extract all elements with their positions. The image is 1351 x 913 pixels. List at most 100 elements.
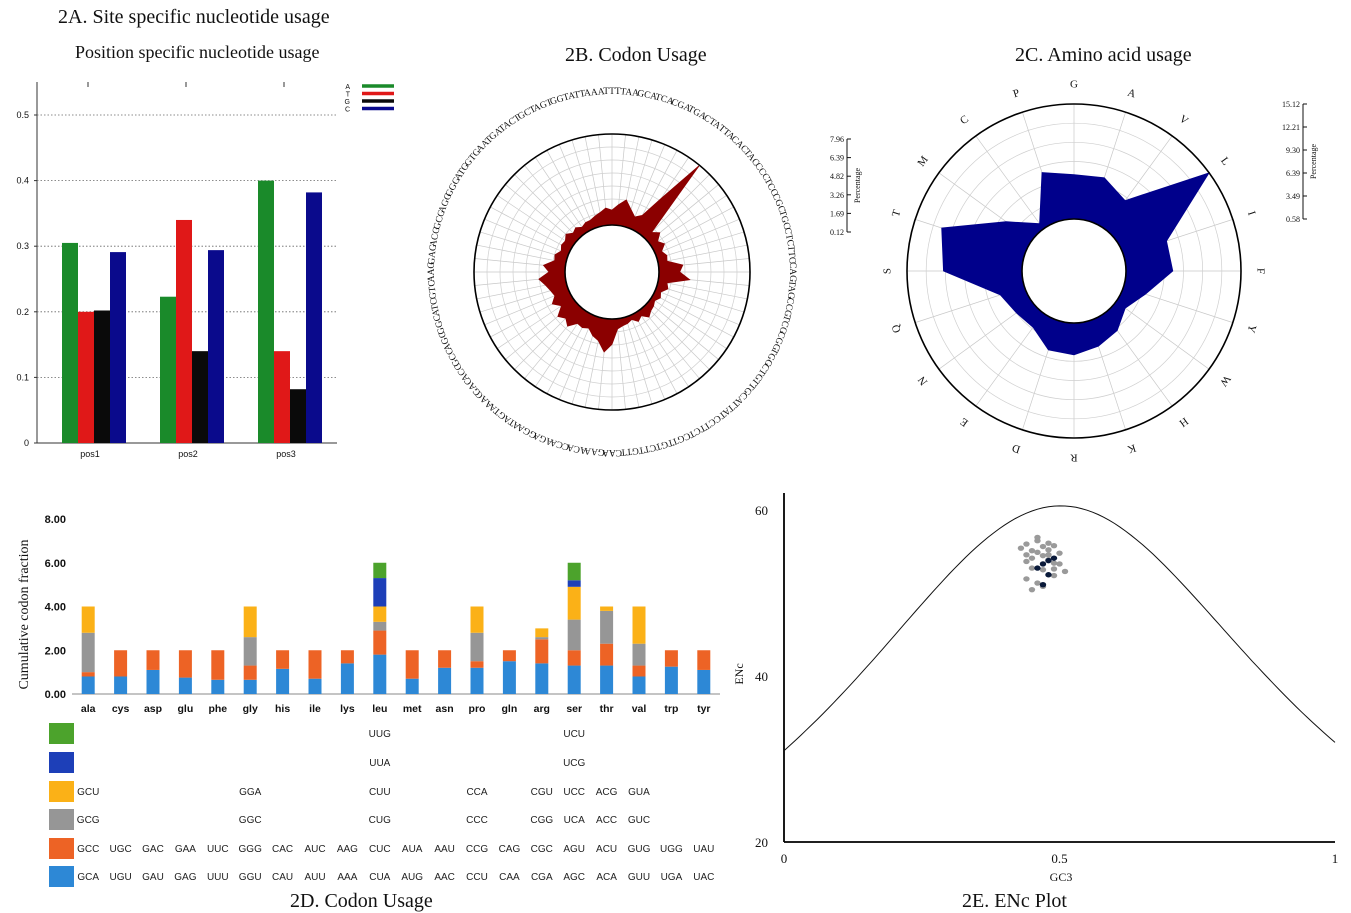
codon-label-2d: UGA <box>661 872 683 883</box>
xtick-label-2d: ser <box>566 703 582 715</box>
bar-segment-2d <box>373 621 387 631</box>
codon-label-2d: CCA <box>466 787 487 798</box>
radar-2c-axis-label: K <box>1126 441 1137 455</box>
radar-2b-spoke <box>656 285 745 313</box>
bar-segment-2d <box>308 678 322 694</box>
scatter-point-gray <box>1028 555 1036 561</box>
scatter-point-gray <box>1056 550 1063 556</box>
scatter-point-gray <box>1017 545 1025 551</box>
bar-segment-2d <box>632 643 646 666</box>
bar-segment-2d <box>114 650 128 677</box>
radar-2c-axis-label: Y <box>1244 323 1258 334</box>
ytick-label-2d: 2.00 <box>45 645 66 657</box>
radar-2c-axis-label: Q <box>890 323 904 334</box>
2c-scale-title: Percentage <box>1309 144 1318 180</box>
bar-segment-2d <box>502 661 516 694</box>
codon-label-2d: UCC <box>563 787 585 798</box>
bar-segment-2d <box>81 672 95 677</box>
radar-2b-spoke <box>650 297 727 349</box>
xtick-label-2d: ala <box>81 703 96 715</box>
radar-2c-axis-label: L <box>1218 155 1232 168</box>
bar-segment-2d <box>373 654 387 694</box>
bar-segment-2d <box>243 606 257 638</box>
bar-segment-2d <box>211 650 225 680</box>
codon-legend-swatch <box>49 781 74 802</box>
codon-label-2d: CUA <box>369 872 390 883</box>
radar-2b-axis-label: TAA <box>620 87 640 99</box>
legend-label-2a: T <box>346 92 351 99</box>
radar-2b-spoke <box>641 308 700 379</box>
bar-segment-2d <box>470 606 484 633</box>
bar-segment-2d <box>373 630 387 655</box>
xtick-label-2d: val <box>632 703 647 715</box>
bar-2a <box>160 296 176 443</box>
codon-label-2d: ACC <box>596 815 617 826</box>
bar-segment-2d <box>632 606 646 644</box>
radar-2b-spoke <box>629 315 666 400</box>
codon-legend-swatch <box>49 838 74 859</box>
radar-2b-spoke <box>524 165 583 236</box>
xtick-label-2d: trp <box>664 703 678 715</box>
bar-segment-2d <box>470 667 484 694</box>
bar-segment-2d <box>535 637 549 640</box>
codon-label-2d: CUU <box>369 787 391 798</box>
xtick-label-2a: pos3 <box>276 449 296 459</box>
bar-segment-2d <box>632 665 646 677</box>
bar-segment-2d <box>373 606 387 622</box>
radar-2b-spoke <box>648 301 719 360</box>
codon-legend-swatch <box>49 809 74 830</box>
2b-scale-label: 7.96 <box>830 135 844 144</box>
xtick-label-2d: ile <box>309 703 321 715</box>
codon-label-2d: UGU <box>109 872 131 883</box>
radar-2b-spoke <box>656 231 745 259</box>
codon-label-2d: UUU <box>207 872 229 883</box>
codon-label-2d: AGU <box>563 844 585 855</box>
title-2c: 2C. Amino acid usage <box>1015 44 1192 66</box>
radar-2b-spoke <box>650 195 727 247</box>
scatter-point-gray <box>1050 560 1058 566</box>
bar-segment-2d <box>632 676 646 694</box>
codon-label-2d: AAG <box>337 844 358 855</box>
radar-2b-axis-label: TAG <box>785 280 797 300</box>
ytick-label-2a: 0.2 <box>16 307 29 317</box>
xtick-label-2d: phe <box>208 703 227 715</box>
radar-2b-axis-label: CAA <box>602 447 622 457</box>
codon-legend-swatch <box>49 723 74 744</box>
2b-scale-label: 4.82 <box>830 172 844 181</box>
codon-label-2d: CGG <box>530 815 553 826</box>
xtick-label-2d: arg <box>534 703 550 715</box>
bar-segment-2d <box>697 650 711 670</box>
xtick-label-2d: asp <box>144 703 162 715</box>
codon-label-2d: GUC <box>628 815 650 826</box>
codon-label-2d: GGU <box>239 872 262 883</box>
bar-segment-2d <box>114 676 128 694</box>
codon-label-2d: UUG <box>369 729 391 740</box>
2c-scale-label: 6.39 <box>1286 169 1300 178</box>
radar-2b-spoke <box>644 304 710 370</box>
xtick-label-2e: 0 <box>781 851 788 866</box>
ytick-label-2e: 40 <box>755 669 768 684</box>
chart-2c: G A V L I F Y W H K R D E N Q S T M C P 15.12 12.21 9.30 6.39 3.… <box>882 79 1318 464</box>
radar-2b-axis-label: ACA <box>566 441 588 455</box>
radar-2b-spoke <box>558 315 595 400</box>
scatter-point-gray <box>1028 565 1036 571</box>
codon-label-2d: AUC <box>304 844 325 855</box>
legend-label-2a: A <box>345 84 350 91</box>
bar-2a <box>110 252 126 443</box>
radar-2b-ring <box>525 185 699 359</box>
radar-2b-spoke <box>655 218 740 255</box>
radar-2b-axis-label: AAG <box>427 262 437 283</box>
xtick-label-2d: his <box>275 703 290 715</box>
codon-label-2d: UCG <box>563 758 585 769</box>
2b-scale-label: 6.39 <box>830 154 844 163</box>
radar-2c-axis-label: F <box>1254 268 1266 274</box>
scatter-point-gray <box>1050 542 1058 549</box>
xtick-label-2e: 0.5 <box>1051 851 1067 866</box>
2c-scale-label: 12.21 <box>1282 123 1300 132</box>
bar-segment-2d <box>276 650 290 669</box>
codon-label-2d: CAU <box>272 872 293 883</box>
bar-segment-2d <box>697 669 711 694</box>
bar-2a <box>208 250 224 443</box>
xlabel-2e: GC3 <box>1050 870 1073 884</box>
